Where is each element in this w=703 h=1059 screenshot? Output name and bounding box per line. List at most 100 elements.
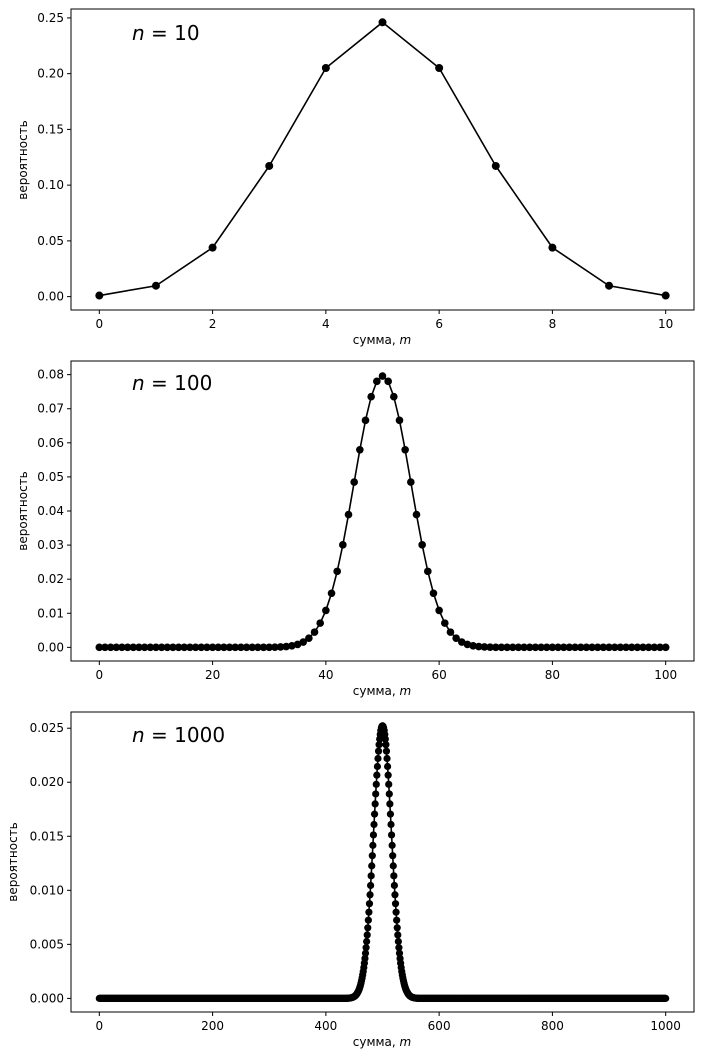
data-point [220, 643, 228, 652]
data-point [364, 916, 372, 924]
data-point [650, 643, 659, 652]
data-point [180, 643, 189, 652]
data-point [381, 735, 389, 743]
data-point [367, 872, 375, 880]
data-point [146, 643, 155, 652]
data-point [123, 643, 132, 652]
data-point [401, 445, 409, 454]
data-point [393, 924, 401, 932]
data-point [384, 377, 392, 386]
y-tick-label: 0.10 [37, 178, 64, 192]
y-tick-label: 0.15 [37, 122, 64, 136]
data-point [333, 567, 341, 576]
data-point [593, 643, 602, 652]
x-tick-label: 0 [95, 1019, 103, 1033]
data-point [152, 643, 160, 652]
y-tick-label: 0.03 [37, 538, 64, 552]
data-point [599, 643, 608, 652]
y-tick-label: 0.00 [37, 290, 64, 304]
x-tick-label: 600 [428, 1019, 451, 1033]
data-point [242, 643, 251, 652]
x-tick-label: 8 [549, 317, 557, 331]
y-axis-label: вероятность [16, 120, 30, 199]
data-point [203, 643, 211, 652]
data-point [395, 416, 404, 425]
data-point [424, 567, 432, 576]
y-tick-label: 0.04 [37, 504, 64, 518]
data-point [514, 643, 523, 652]
data-point [394, 937, 402, 946]
data-point [387, 820, 395, 829]
data-point [208, 643, 217, 652]
y-tick-label: 0.020 [30, 775, 64, 789]
data-point [390, 881, 398, 890]
data-point [214, 643, 223, 652]
data-point [497, 643, 506, 652]
data-point [364, 924, 372, 932]
data-point [362, 944, 370, 952]
x-tick-label: 6 [435, 317, 443, 331]
data-point [299, 638, 308, 646]
data-point [118, 643, 126, 652]
data-point [305, 634, 313, 642]
data-point [385, 780, 393, 788]
data-point [259, 643, 268, 652]
y-tick-label: 0.02 [37, 572, 64, 586]
x-tick-label: 80 [545, 668, 560, 682]
x-ticks: 0 200 400 600 800 1000 [95, 1012, 681, 1033]
data-point [369, 841, 377, 849]
x-tick-label: 400 [314, 1019, 337, 1033]
subplot-n100: 0 20 40 60 80 100 0.000.010.020.030.040.050.0… [16, 360, 695, 698]
annotation-n: n = 100 [132, 371, 212, 395]
data-point [463, 640, 472, 649]
data-point [520, 643, 528, 652]
data-point [169, 643, 177, 652]
y-ticks: 0.000 0.005 0.010 0.015 0.020 0.025 [30, 721, 71, 1005]
y-tick-label: 0.01 [37, 606, 64, 620]
data-point [662, 994, 670, 1002]
data-point [571, 643, 579, 652]
x-tick-label: 20 [205, 668, 220, 682]
data-point [391, 900, 400, 908]
data-point [265, 643, 274, 652]
y-axis-label: вероятность [6, 822, 20, 901]
data-point [101, 643, 109, 652]
data-point [191, 643, 200, 652]
plot-area-frame [70, 8, 695, 311]
y-tick-label: 0.025 [30, 721, 64, 735]
y-tick-label: 0.000 [30, 991, 64, 1005]
x-tick-label: 0 [95, 317, 103, 331]
data-point [95, 643, 104, 652]
data-point [282, 642, 291, 651]
data-point [452, 634, 460, 642]
data-point [383, 754, 391, 763]
data-point [576, 643, 585, 652]
data-point [622, 643, 630, 652]
data-point [106, 643, 115, 652]
data-point [248, 643, 257, 652]
data-point [605, 281, 614, 290]
x-tick-label: 10 [658, 317, 673, 331]
data-point [140, 643, 149, 652]
y-tick-label: 0.010 [30, 883, 64, 897]
data-point [610, 643, 619, 652]
y-tick-label: 0.07 [37, 402, 64, 416]
data-point [365, 900, 374, 908]
data-point [378, 372, 387, 380]
data-point [633, 643, 642, 652]
series [95, 372, 670, 652]
x-tick-label: 100 [654, 668, 677, 682]
data-point [582, 643, 591, 652]
y-tick-label: 0.06 [37, 436, 64, 450]
data-point [418, 541, 426, 549]
data-point [385, 790, 393, 798]
data-point [542, 643, 551, 652]
data-point [369, 831, 378, 839]
data-point [474, 642, 483, 651]
x-axis-label: сумма, m [353, 333, 412, 347]
data-point [368, 852, 376, 860]
data-point [390, 872, 398, 880]
data-point [656, 643, 664, 652]
data-point [231, 643, 240, 652]
